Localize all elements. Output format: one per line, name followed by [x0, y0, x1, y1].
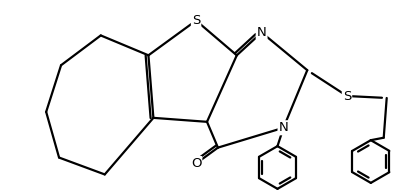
Text: S: S [342, 89, 350, 102]
Text: S: S [192, 14, 200, 27]
Text: N: N [278, 121, 287, 134]
Text: O: O [190, 157, 201, 170]
Text: N: N [256, 26, 266, 39]
